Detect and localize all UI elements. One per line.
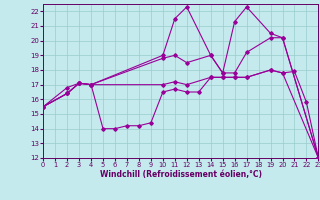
X-axis label: Windchill (Refroidissement éolien,°C): Windchill (Refroidissement éolien,°C) xyxy=(100,170,262,179)
